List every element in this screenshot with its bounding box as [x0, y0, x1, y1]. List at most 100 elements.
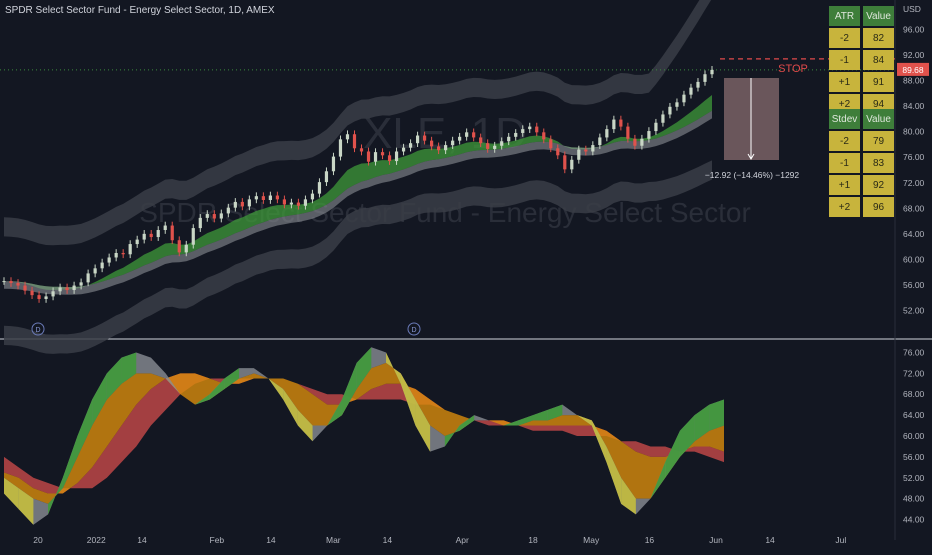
candle-body: [247, 199, 251, 207]
candle-body: [310, 193, 315, 200]
candle-body: [86, 273, 90, 283]
osc-rise-segment: [77, 399, 93, 457]
candle-body: [394, 151, 399, 162]
stdev-cell: +2: [829, 197, 860, 217]
candle-body: [507, 136, 511, 142]
candle-body: [605, 129, 609, 138]
candle-body: [654, 122, 658, 132]
osc-rise-segment: [224, 368, 240, 389]
candle-body: [415, 135, 420, 144]
candle-body: [16, 283, 20, 286]
candle-body: [528, 126, 532, 130]
candle-body: [275, 195, 279, 200]
candle-body: [493, 145, 497, 149]
osc-rise-segment: [121, 352, 137, 384]
lower-envelope-band: [4, 160, 712, 354]
candle-body: [58, 287, 62, 292]
candle-body: [184, 244, 188, 253]
osc-rise-segment: [532, 409, 548, 421]
event-marker: [31, 322, 45, 336]
candle-body: [696, 81, 700, 88]
osc-rise-segment: [341, 362, 357, 416]
candle-body: [458, 136, 462, 141]
candle-body: [472, 132, 476, 138]
candle-body: [296, 202, 301, 206]
price-tick-label: 60.00: [903, 254, 925, 264]
candle-body: [114, 253, 118, 258]
candle-body: [79, 282, 83, 286]
candle-body: [422, 135, 427, 141]
candle-body: [549, 139, 553, 149]
candle-body: [373, 152, 378, 162]
candle-body: [149, 233, 153, 238]
candle-body: [542, 132, 546, 140]
candle-body: [289, 202, 294, 205]
osc-fall-segment: [386, 352, 401, 384]
candle-body: [437, 146, 441, 151]
candle-body: [451, 140, 455, 146]
time-tick-label: Jun: [709, 535, 723, 545]
time-tick-label: Apr: [456, 535, 469, 545]
candle-body: [359, 148, 364, 152]
stdev-cell: 92: [863, 175, 894, 195]
osc-fall-segment: [297, 409, 313, 442]
stdev-cell: +1: [829, 175, 860, 195]
osc-rise-segment: [327, 399, 342, 426]
osc-fall-segment: [415, 399, 431, 452]
osc-rise-segment: [106, 357, 122, 400]
price-tick-label: 96.00: [903, 25, 925, 35]
candle-body: [156, 230, 160, 238]
atr-row: -1 84: [829, 50, 894, 70]
candle-body: [430, 140, 434, 147]
atr-table: ATR Value -2 82 -1 84 +1 91 +2 94: [826, 4, 897, 116]
atr-row: -2 82: [829, 28, 894, 48]
stdev-header-1: Value: [863, 109, 894, 129]
candle-body: [170, 225, 174, 241]
osc-rise-segment: [665, 430, 680, 478]
osc-fall-segment: [591, 420, 607, 463]
candle-body: [563, 155, 567, 170]
candle-body: [710, 69, 714, 75]
candle-body: [240, 201, 244, 207]
candle-body: [100, 262, 104, 269]
candle-body: [612, 119, 616, 130]
osc-fall-segment: [283, 389, 298, 426]
stdev-cell: 96: [863, 197, 894, 217]
osc-rise-segment: [679, 415, 695, 457]
candle-body: [591, 145, 595, 152]
candle-body: [633, 138, 637, 146]
candle-body: [514, 132, 518, 137]
time-tick-label: 20: [33, 535, 43, 545]
price-tick-label: 76.00: [903, 152, 925, 162]
osc-rise-segment: [503, 420, 519, 426]
stdev-cell: -2: [829, 131, 860, 151]
osc-rise-segment: [650, 462, 666, 499]
candle-body: [317, 182, 322, 194]
last-price-badge: [897, 62, 929, 76]
time-tick-label: Mar: [326, 535, 341, 545]
price-tick-label: 80.00: [903, 127, 925, 137]
osc-tick-label: 44.00: [903, 515, 925, 525]
candle-body: [331, 156, 336, 172]
candle-body: [121, 253, 125, 255]
candle-body: [205, 214, 209, 218]
candle-body: [226, 207, 230, 214]
osc-rise-segment: [92, 373, 107, 426]
osc-rise-segment: [547, 404, 563, 421]
upper-envelope-band: [4, 0, 712, 246]
candle-body: [640, 138, 644, 146]
price-tick-label: 72.00: [903, 178, 925, 188]
time-tick-label: 18: [528, 535, 538, 545]
stdev-row: -1 83: [829, 153, 894, 173]
price-tick-label: 56.00: [903, 280, 925, 290]
time-tick-label: Feb: [210, 535, 225, 545]
osc-tick-label: 64.00: [903, 410, 925, 420]
time-tick-label: 16: [645, 535, 655, 545]
atr-header-1: Value: [863, 6, 894, 26]
osc-rise-segment: [356, 347, 372, 389]
candle-body: [2, 281, 6, 283]
atr-cell: 84: [863, 50, 894, 70]
candle-body: [626, 126, 630, 139]
currency-label: USD: [903, 4, 921, 14]
